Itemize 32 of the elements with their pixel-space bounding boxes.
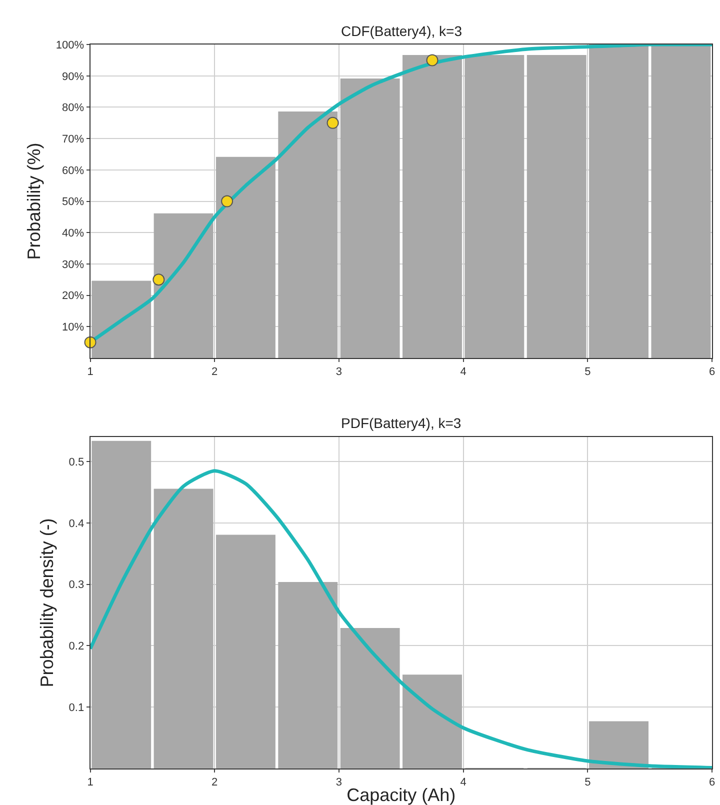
x-tick-label: 6 [708,776,716,789]
y-tick-label: 0.2 [68,640,84,653]
y-axis-title: Probability (%) [24,142,44,260]
x-tick-label: 3 [336,366,342,378]
chart-title: PDF(Battery4), k=3 [341,415,462,431]
x-tick-label: 2 [212,366,218,378]
y-tick-label: 0.1 [68,702,84,714]
y-tick-label: 0.3 [68,579,84,592]
y-tick-label: 60% [62,164,84,177]
y-tick-label: 30% [62,258,84,271]
y-tick-label: 70% [62,133,84,146]
y-tick-label: 10% [62,322,84,334]
x-tick-label: 3 [336,776,342,789]
x-tick-label: 4 [460,366,466,378]
chart-title: CDF(Battery4), k=3 [341,23,462,39]
x-tick-label: 2 [212,776,218,789]
y-tick-label: 20% [62,290,84,302]
y-tick-label: 0.5 [68,456,84,469]
x-tick-label: 1 [87,776,94,789]
x-axis-title: Capacity (Ah) [346,785,456,805]
x-tick-label: 4 [460,776,466,789]
y-tick-label: 100% [56,39,84,52]
x-tick-label: 5 [584,776,591,789]
x-tick-label: 6 [708,366,716,378]
y-tick-label: 0.4 [68,518,84,530]
x-tick-label: 5 [584,366,591,378]
y-tick-label: 50% [62,196,84,208]
x-tick-label: 1 [87,366,94,378]
y-axis-title: Probability density (-) [36,518,57,688]
y-tick-label: 80% [62,102,84,114]
y-tick-label: 40% [62,227,84,240]
y-tick-label: 90% [62,70,84,83]
